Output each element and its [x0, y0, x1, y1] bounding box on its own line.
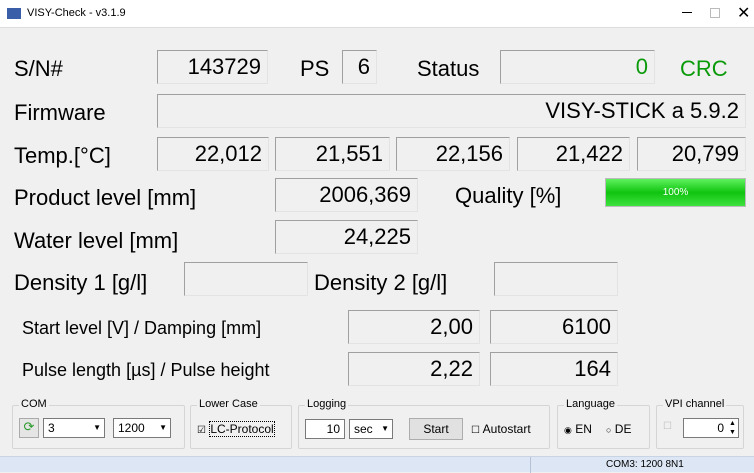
value-box: VISY-STICK a 5.9.2	[157, 94, 746, 128]
select-value: sec	[354, 422, 373, 436]
lower-case-group: Lower Case ☑ LC-Protocol	[190, 398, 292, 449]
refresh-button[interactable]: ⟳	[19, 418, 39, 438]
dropdown-arrow: ▼	[93, 423, 101, 432]
label: Firmware	[14, 100, 106, 125]
checkbox-label: Autostart	[482, 422, 531, 436]
value-box: 2,22	[348, 352, 480, 386]
value-box	[184, 262, 308, 296]
separator	[530, 457, 531, 473]
value-box: 143729	[157, 50, 268, 84]
title-bar: VISY-Check - v3.1.9 ✕	[0, 0, 754, 28]
de-radio[interactable]: ○ DE	[606, 422, 631, 436]
value-box: 22,156	[396, 137, 510, 171]
value-box: 0	[500, 50, 655, 84]
value-box	[494, 262, 618, 296]
autostart-checkbox[interactable]: ☐ Autostart	[471, 422, 531, 436]
radio-icon: ○	[606, 425, 612, 435]
select-value: 3	[48, 421, 55, 435]
value-box: 22,012	[157, 137, 269, 171]
check-icon: ☐	[471, 425, 480, 436]
checkbox-label: LC-Protocol	[209, 421, 275, 437]
label: Temp.[°C]	[14, 143, 111, 168]
label: Quality [%]	[455, 183, 562, 208]
com-group: COM ⟳ 3 ▼ 1200 ▼	[12, 398, 185, 449]
value-box: 2006,369	[275, 178, 418, 212]
baud-select[interactable]: 1200 ▼	[113, 418, 171, 438]
close-button[interactable]: ✕	[737, 5, 751, 22]
value-box: 21,422	[517, 137, 630, 171]
radio-label: EN	[575, 422, 592, 436]
vpi-group: VPI channel ☐ 0 ▲ ▼	[656, 398, 744, 449]
unit-select[interactable]: sec ▼	[349, 419, 393, 439]
spinner-arrows[interactable]: ▲ ▼	[729, 420, 736, 436]
en-radio[interactable]: ◉ EN	[564, 422, 592, 436]
minimize-button[interactable]	[682, 12, 692, 13]
status-bar: COM3: 1200 8N1	[0, 456, 754, 473]
radio-icon: ◉	[564, 425, 572, 435]
value-box: 21,551	[275, 137, 390, 171]
com-port-select[interactable]: 3 ▼	[43, 418, 105, 438]
label: Pulse length [µs] / Pulse height	[22, 360, 270, 380]
label: Water level [mm]	[14, 228, 179, 253]
label: Product level [mm]	[14, 185, 197, 210]
value-box: 20,799	[637, 137, 746, 171]
status-text: COM3: 1200 8N1	[606, 459, 684, 470]
value-box: 164	[490, 352, 618, 386]
start-button[interactable]: Start	[409, 418, 463, 440]
lc-protocol-checkbox[interactable]: ☑ LC-Protocol	[197, 421, 275, 437]
radio-label: DE	[614, 422, 632, 436]
window-title: VISY-Check - v3.1.9	[27, 7, 126, 19]
label: CRC	[680, 56, 728, 81]
maximize-button[interactable]	[710, 8, 720, 18]
label: PS	[300, 56, 330, 81]
label: Density 1 [g/l]	[14, 270, 148, 295]
interval-input[interactable]: 10	[305, 419, 345, 439]
vpi-spinner[interactable]: 0	[683, 418, 739, 438]
group-title: COM	[19, 398, 49, 410]
value-box: 6	[342, 50, 377, 84]
app-icon	[7, 8, 21, 19]
label: Start level [V] / Damping [mm]	[22, 318, 262, 338]
quality-progress: 100%	[605, 178, 746, 207]
value-box: 24,225	[275, 220, 418, 254]
check-icon: ☑	[197, 425, 206, 436]
dropdown-arrow: ▼	[159, 423, 167, 432]
select-value: 1200	[118, 421, 145, 435]
value-box: 6100	[490, 310, 618, 344]
label: Density 2 [g/l]	[314, 270, 448, 295]
group-title: VPI channel	[663, 398, 727, 410]
logging-group: Logging 10 sec ▼ Start ☐ Autostart	[298, 398, 550, 449]
group-title: Language	[564, 398, 617, 410]
value-box: 2,00	[348, 310, 480, 344]
group-title: Lower Case	[197, 398, 260, 410]
label: S/N#	[14, 56, 63, 81]
vpi-checkbox[interactable]: ☐	[663, 421, 672, 432]
dropdown-arrow: ▼	[381, 424, 389, 433]
label: Status	[417, 56, 480, 81]
language-group: Language ◉ EN ○ DE	[557, 398, 650, 449]
group-title: Logging	[305, 398, 349, 410]
